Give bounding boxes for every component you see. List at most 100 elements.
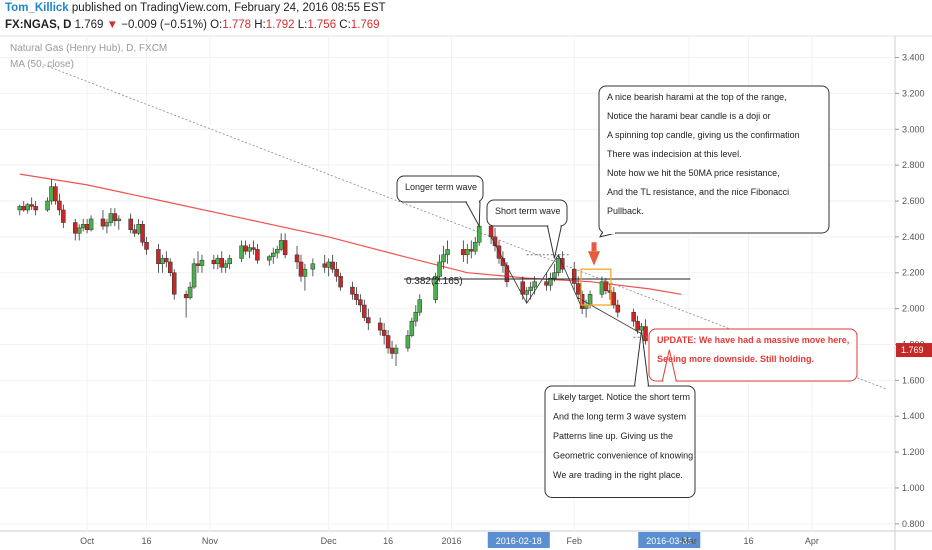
candle-body[interactable]	[100, 218, 106, 227]
candle-body[interactable]	[575, 283, 581, 295]
candle-body[interactable]	[643, 326, 648, 342]
candle-body[interactable]	[29, 204, 34, 207]
main-harami-note[interactable]: A nice bearish harami at the top of the …	[598, 85, 830, 238]
candle-body[interactable]	[603, 281, 609, 291]
candle-body[interactable]	[488, 225, 494, 238]
candle-body[interactable]	[33, 206, 38, 211]
candle-body[interactable]	[528, 286, 533, 291]
target-note[interactable]: Likely target. Notice the short term And …	[544, 330, 696, 498]
candle-body[interactable]	[607, 290, 613, 293]
candle-body[interactable]	[476, 225, 482, 243]
candle-body[interactable]	[164, 258, 169, 263]
candle-body[interactable]	[548, 277, 553, 286]
candle-body[interactable]	[88, 218, 94, 230]
candle-body[interactable]	[282, 240, 288, 256]
update-note[interactable]: UPDATE: We have had a massive move here,…	[648, 328, 858, 382]
candle-body[interactable]	[354, 294, 359, 300]
candle-body[interactable]	[168, 261, 173, 273]
candle-body[interactable]	[413, 311, 419, 322]
candle-body[interactable]	[128, 218, 133, 230]
candle-body[interactable]	[116, 218, 122, 221]
candle-body[interactable]	[49, 186, 54, 202]
candle-body[interactable]	[160, 258, 165, 265]
author-link[interactable]: Tom_Killick	[5, 2, 69, 14]
candle-body[interactable]	[144, 242, 149, 250]
candle-body[interactable]	[211, 259, 217, 265]
candle-body[interactable]	[53, 186, 58, 202]
candle-body[interactable]	[76, 227, 82, 234]
candle-body[interactable]	[472, 242, 478, 252]
candle-body[interactable]	[171, 272, 177, 295]
candle-body[interactable]	[544, 281, 549, 286]
candle-body[interactable]	[219, 258, 225, 268]
candle-body[interactable]	[132, 229, 137, 234]
candle-body[interactable]	[243, 245, 248, 252]
candle-body[interactable]	[251, 247, 256, 250]
candle-body[interactable]	[80, 224, 86, 229]
candle-body[interactable]	[338, 276, 343, 288]
candle-body[interactable]	[552, 272, 557, 279]
candle-body[interactable]	[227, 258, 232, 265]
candle-body[interactable]	[298, 261, 304, 277]
candle-body[interactable]	[599, 281, 605, 295]
candle-body[interactable]	[322, 263, 327, 268]
candle-body[interactable]	[362, 304, 367, 318]
candle-body[interactable]	[45, 200, 50, 211]
candle-body[interactable]	[223, 263, 228, 268]
candle-body[interactable]	[61, 209, 66, 223]
candle-body[interactable]	[409, 320, 415, 336]
candle-body[interactable]	[385, 335, 391, 349]
candle-body[interactable]	[611, 292, 617, 306]
candle-body[interactable]	[112, 213, 118, 221]
longer-wave-note[interactable]: Longer term wave	[396, 175, 484, 228]
candle-body[interactable]	[377, 322, 383, 331]
candle-body[interactable]	[183, 294, 189, 299]
candle-body[interactable]	[469, 249, 474, 252]
candle-body[interactable]	[17, 206, 23, 211]
candle-body[interactable]	[571, 268, 577, 284]
candle-body[interactable]	[72, 222, 78, 234]
candle-body[interactable]	[366, 317, 371, 324]
candle-body[interactable]	[326, 261, 331, 268]
candle-body[interactable]	[615, 304, 621, 313]
candle-body[interactable]	[520, 281, 525, 295]
candle-body[interactable]	[278, 240, 284, 250]
candle-body[interactable]	[639, 326, 644, 331]
candle-body[interactable]	[136, 224, 141, 234]
candle-body[interactable]	[524, 290, 529, 295]
candle-body[interactable]	[310, 263, 316, 270]
short-wave-note[interactable]: Short term wave	[486, 199, 568, 259]
candle-body[interactable]	[556, 258, 561, 273]
candle-body[interactable]	[271, 252, 276, 257]
candle-body[interactable]	[191, 263, 197, 288]
candle-body[interactable]	[631, 311, 636, 322]
candle-body[interactable]	[267, 256, 272, 261]
candle-body[interactable]	[140, 224, 145, 243]
candle-body[interactable]	[532, 281, 537, 288]
candle-body[interactable]	[187, 286, 193, 299]
candle-body[interactable]	[255, 249, 260, 261]
candle-body[interactable]	[437, 261, 442, 277]
candle-body[interactable]	[239, 245, 244, 259]
candle-body[interactable]	[445, 249, 450, 256]
candle-body[interactable]	[84, 224, 90, 230]
candle-body[interactable]	[405, 335, 411, 349]
candle-body[interactable]	[247, 247, 252, 252]
candle-body[interactable]	[330, 261, 335, 270]
candle-body[interactable]	[274, 249, 280, 254]
candle-body[interactable]	[25, 204, 30, 211]
candle-body[interactable]	[334, 268, 339, 277]
candle-body[interactable]	[294, 254, 300, 263]
candle-body[interactable]	[104, 222, 110, 227]
candle-body[interactable]	[21, 206, 27, 211]
candle-body[interactable]	[302, 268, 308, 277]
candle-body[interactable]	[199, 259, 205, 266]
candle-body[interactable]	[156, 249, 161, 265]
candle-body[interactable]	[381, 329, 387, 336]
candle-body[interactable]	[417, 299, 423, 313]
candle-body[interactable]	[433, 276, 438, 300]
candle-body[interactable]	[108, 213, 114, 223]
candle-body[interactable]	[389, 347, 395, 354]
candle-body[interactable]	[215, 258, 221, 265]
candle-body[interactable]	[57, 200, 62, 211]
